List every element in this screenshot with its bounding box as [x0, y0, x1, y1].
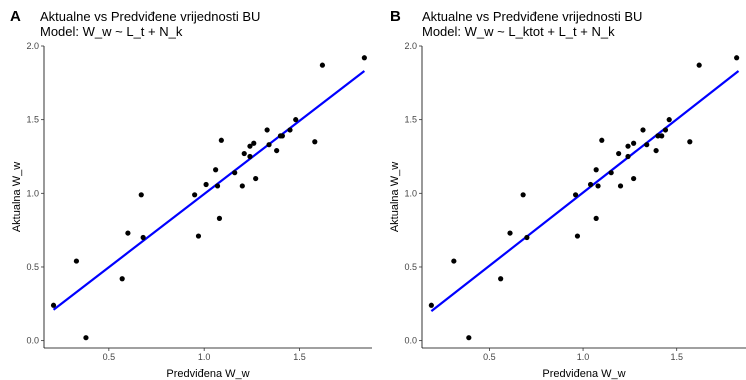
data-point — [687, 139, 693, 145]
data-point — [593, 167, 599, 173]
y-tick-label: 1.0 — [26, 188, 39, 198]
data-point — [125, 230, 131, 236]
data-point — [608, 170, 614, 176]
data-point — [264, 127, 270, 133]
data-point — [218, 137, 224, 143]
x-tick-label: 1.5 — [293, 352, 306, 362]
data-point — [696, 62, 702, 68]
regression-line — [52, 70, 366, 311]
data-point — [451, 258, 457, 264]
data-point — [279, 133, 285, 139]
y-tick-label: 2.0 — [404, 41, 417, 51]
panel-a: A Aktualne vs Predviđene vrijednosti BUMo… — [10, 8, 372, 380]
data-point — [625, 143, 631, 149]
y-tick-label: 2.0 — [26, 41, 39, 51]
data-point — [266, 142, 272, 148]
y-tick-label: 1.5 — [26, 115, 39, 125]
chart-subtitle: Model: W_w ~ L_ktot + L_t + N_k — [422, 24, 615, 39]
data-point — [640, 127, 646, 133]
data-point — [631, 175, 637, 182]
x-tick-label: 1.0 — [198, 352, 211, 362]
x-tick-label: 0.5 — [103, 352, 116, 362]
data-point — [466, 335, 472, 341]
data-point — [253, 175, 259, 182]
x-axis-label: Predviđena W_w — [542, 368, 625, 380]
data-point — [239, 183, 245, 189]
data-point — [520, 192, 526, 198]
data-point — [595, 183, 601, 189]
x-axis-label: Predviđena W_w — [166, 368, 249, 380]
data-point — [617, 183, 624, 189]
data-point — [140, 234, 146, 241]
y-tick-label: 1.5 — [404, 115, 417, 125]
chart-title: Aktualne vs Predviđene vrijednosti BU — [422, 9, 642, 24]
data-point — [247, 153, 253, 160]
data-point — [203, 181, 209, 188]
data-point — [361, 55, 367, 61]
y-tick-label: 0.0 — [26, 336, 39, 346]
data-point — [616, 150, 622, 157]
data-point — [241, 150, 247, 157]
data-point — [631, 140, 637, 146]
y-tick-label: 0.5 — [404, 262, 417, 272]
data-point — [119, 276, 125, 282]
data-point — [625, 153, 631, 160]
data-point — [274, 147, 280, 154]
regression-line — [430, 70, 740, 313]
y-tick-label: 0.0 — [404, 336, 417, 346]
data-point — [653, 147, 659, 154]
data-point — [195, 233, 202, 239]
x-tick-label: 1.5 — [670, 352, 683, 362]
data-point — [644, 142, 650, 148]
x-tick-label: 1.0 — [577, 352, 590, 362]
y-axis-label: Aktualna W_w — [11, 162, 23, 232]
data-point — [428, 302, 434, 308]
data-point — [574, 233, 581, 239]
data-point — [50, 302, 57, 308]
data-point — [214, 183, 221, 189]
data-point — [498, 276, 504, 282]
data-point — [312, 139, 318, 145]
data-point — [213, 167, 219, 173]
data-point — [251, 140, 257, 146]
data-point — [572, 192, 579, 198]
panel-tag: B — [390, 8, 401, 25]
data-point — [83, 335, 89, 341]
data-point — [524, 234, 530, 241]
data-point — [666, 117, 672, 123]
data-point — [73, 258, 80, 264]
data-point — [287, 127, 293, 133]
data-point — [655, 133, 661, 139]
y-tick-label: 1.0 — [404, 188, 417, 198]
data-point — [734, 55, 740, 61]
data-point — [599, 137, 605, 143]
data-point — [192, 192, 198, 198]
panel-tag: A — [10, 8, 21, 25]
y-axis-label: Aktualna W_w — [389, 162, 401, 232]
data-point — [319, 62, 326, 68]
data-point — [232, 170, 238, 176]
chart-title: Aktualne vs Predviđene vrijednosti BU — [40, 9, 260, 24]
panel-b: B Aktualne vs Predviđene vrijednosti BUMo… — [389, 8, 746, 380]
chart-subtitle: Model: W_w ~ L_t + N_k — [40, 24, 183, 39]
data-point — [293, 117, 299, 123]
data-point — [216, 215, 223, 221]
data-point — [138, 192, 144, 198]
data-point — [507, 230, 513, 236]
data-point — [593, 215, 599, 221]
x-tick-label: 0.5 — [483, 352, 496, 362]
data-point — [662, 127, 669, 133]
y-tick-label: 0.5 — [26, 262, 39, 272]
data-point — [247, 143, 253, 149]
data-point — [659, 133, 665, 139]
data-point — [587, 181, 594, 188]
